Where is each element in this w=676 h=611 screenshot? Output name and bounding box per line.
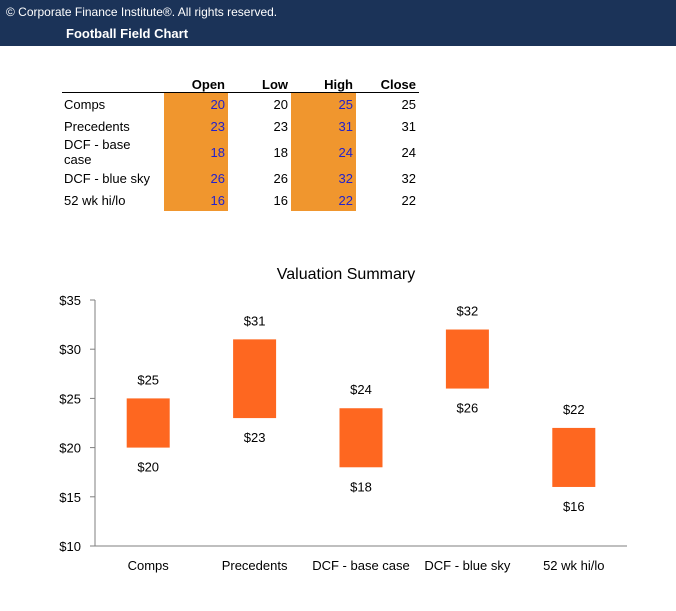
category-label: Precedents (222, 558, 288, 573)
open-cell[interactable]: 26 (164, 167, 228, 189)
bar-series (126, 329, 596, 487)
range-bar (445, 329, 489, 389)
low-value-label: $16 (563, 499, 585, 514)
chart-title: Valuation Summary (277, 266, 415, 283)
row-name: DCF - base case (64, 137, 131, 167)
y-tick-label: $30 (59, 342, 81, 357)
column-header-close: Close (380, 77, 416, 92)
table-row: Comps 20 20 25 25 (62, 92, 419, 115)
category-label: 52 wk hi/lo (543, 558, 604, 573)
column-header-open: Open (191, 77, 225, 92)
low-value-label: $18 (350, 479, 372, 494)
close-cell[interactable]: 24 (401, 144, 416, 160)
range-bar (339, 408, 383, 468)
low-value-label: $26 (457, 401, 479, 416)
high-cell[interactable]: 32 (291, 167, 356, 189)
row-name: Comps (64, 96, 106, 112)
x-axis-labels: Comps Precedents DCF - base case DCF - blue… (128, 558, 605, 573)
page-title: Football Field Chart (66, 26, 189, 41)
high-cell[interactable]: 22 (291, 189, 356, 211)
category-label: Comps (128, 558, 170, 573)
y-axis-ticks: $10 $15 $20 $25 $30 $35 (59, 293, 95, 554)
y-tick-label: $15 (59, 490, 81, 505)
y-tick-label: $10 (59, 539, 81, 554)
low-cell[interactable]: 20 (273, 96, 288, 112)
low-cell[interactable]: 23 (273, 118, 288, 134)
high-value-label: $22 (563, 402, 585, 417)
row-name: DCF - blue sky (64, 170, 150, 186)
close-cell[interactable]: 22 (401, 192, 416, 208)
row-name: Precedents (64, 118, 130, 134)
low-value-label: $20 (137, 460, 159, 475)
high-cell[interactable]: 25 (291, 92, 356, 115)
column-header-high: High (324, 77, 353, 92)
valuation-summary-chart: Valuation Summary $10 $15 $20 $25 $30 $35 $25… (59, 266, 627, 573)
table-row: Precedents 23 23 31 31 (62, 115, 419, 137)
row-name: 52 wk hi/lo (64, 192, 126, 208)
data-labels: $25 $20 $31 $23 $24 $18 $32 $26 $22 $16 (137, 304, 584, 514)
table-row: 52 wk hi/lo 16 16 22 22 (62, 189, 419, 211)
close-cell[interactable]: 32 (401, 170, 416, 186)
open-cell[interactable]: 20 (164, 92, 228, 115)
header-bar: © Corporate Finance Institute®. All righ… (0, 0, 676, 46)
open-cell[interactable]: 18 (164, 137, 228, 167)
valuation-table: Open Low High Close Comps 20 20 25 25 Pr… (62, 70, 419, 211)
close-cell[interactable]: 31 (401, 118, 416, 134)
y-tick-label: $35 (59, 293, 81, 308)
high-value-label: $24 (350, 382, 372, 397)
open-cell[interactable]: 23 (164, 115, 228, 137)
range-bar (552, 427, 596, 487)
column-header-low: Low (262, 77, 288, 92)
low-cell[interactable]: 26 (273, 170, 288, 186)
category-label: DCF - base case (312, 558, 410, 573)
open-cell[interactable]: 16 (164, 189, 228, 211)
copyright-text: © Corporate Finance Institute®. All righ… (6, 5, 278, 19)
high-value-label: $31 (244, 313, 266, 328)
table-header-row: Open Low High Close (62, 70, 419, 93)
high-value-label: $32 (457, 304, 479, 319)
high-value-label: $25 (137, 372, 159, 387)
close-cell[interactable]: 25 (401, 96, 416, 112)
y-tick-label: $20 (59, 441, 81, 456)
high-cell[interactable]: 31 (291, 115, 356, 137)
high-cell[interactable]: 24 (291, 137, 356, 167)
table-row: DCF - base case 18 18 24 24 (62, 137, 419, 167)
low-value-label: $23 (244, 430, 266, 445)
column-header-name (62, 70, 164, 93)
y-tick-label: $25 (59, 391, 81, 406)
range-bar (233, 339, 277, 419)
table-row: DCF - blue sky 26 26 32 32 (62, 167, 419, 189)
low-cell[interactable]: 16 (273, 192, 288, 208)
range-bar (126, 398, 170, 448)
low-cell[interactable]: 18 (273, 144, 288, 160)
category-label: DCF - blue sky (424, 558, 510, 573)
